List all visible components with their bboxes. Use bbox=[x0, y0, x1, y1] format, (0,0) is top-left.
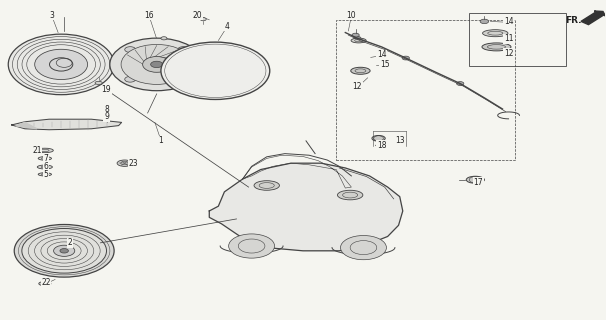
Text: 17: 17 bbox=[473, 178, 483, 187]
Text: 13: 13 bbox=[395, 136, 405, 145]
Ellipse shape bbox=[95, 81, 102, 84]
Ellipse shape bbox=[254, 181, 279, 190]
Ellipse shape bbox=[372, 135, 385, 141]
Ellipse shape bbox=[482, 30, 508, 37]
Ellipse shape bbox=[39, 282, 51, 286]
Text: 4: 4 bbox=[225, 22, 230, 31]
Circle shape bbox=[341, 236, 387, 260]
Text: 3: 3 bbox=[50, 11, 55, 20]
Ellipse shape bbox=[36, 148, 53, 153]
Text: 8: 8 bbox=[104, 105, 109, 114]
Bar bbox=[336, 20, 514, 160]
Circle shape bbox=[161, 42, 270, 100]
Text: 11: 11 bbox=[504, 35, 513, 44]
Text: 16: 16 bbox=[144, 11, 154, 20]
Circle shape bbox=[352, 33, 359, 37]
Circle shape bbox=[125, 47, 136, 52]
Ellipse shape bbox=[110, 38, 204, 91]
Ellipse shape bbox=[38, 173, 52, 176]
Text: 19: 19 bbox=[102, 85, 112, 94]
Polygon shape bbox=[16, 123, 37, 129]
Text: 18: 18 bbox=[377, 141, 387, 150]
Ellipse shape bbox=[161, 37, 167, 40]
Polygon shape bbox=[12, 119, 122, 130]
Text: 14: 14 bbox=[504, 17, 513, 26]
Ellipse shape bbox=[142, 57, 171, 72]
Circle shape bbox=[178, 47, 188, 52]
Text: 12: 12 bbox=[353, 82, 362, 91]
Circle shape bbox=[480, 19, 488, 24]
Circle shape bbox=[151, 61, 163, 68]
Text: 9: 9 bbox=[104, 113, 109, 122]
Ellipse shape bbox=[38, 165, 52, 169]
Ellipse shape bbox=[351, 67, 370, 74]
Ellipse shape bbox=[351, 38, 366, 43]
Text: 1: 1 bbox=[159, 136, 163, 145]
Circle shape bbox=[228, 234, 275, 258]
Circle shape bbox=[354, 36, 361, 40]
Text: 21: 21 bbox=[32, 146, 42, 155]
Polygon shape bbox=[12, 52, 24, 77]
Ellipse shape bbox=[38, 157, 52, 160]
Circle shape bbox=[60, 249, 68, 253]
Ellipse shape bbox=[200, 18, 206, 21]
Circle shape bbox=[14, 225, 114, 277]
Text: 12: 12 bbox=[504, 49, 513, 58]
Text: 20: 20 bbox=[192, 11, 202, 20]
Bar bbox=[469, 13, 566, 66]
Circle shape bbox=[456, 82, 464, 85]
Text: 15: 15 bbox=[380, 60, 390, 69]
Text: 10: 10 bbox=[347, 11, 356, 20]
Ellipse shape bbox=[338, 190, 363, 200]
FancyArrow shape bbox=[581, 11, 605, 25]
Ellipse shape bbox=[35, 49, 88, 80]
Text: 22: 22 bbox=[41, 278, 51, 287]
Circle shape bbox=[53, 245, 75, 256]
Ellipse shape bbox=[466, 176, 484, 183]
Text: FR.: FR. bbox=[565, 16, 581, 25]
Ellipse shape bbox=[482, 43, 511, 51]
Text: 5: 5 bbox=[44, 170, 48, 179]
Text: 7: 7 bbox=[44, 154, 48, 163]
Text: 6: 6 bbox=[44, 162, 48, 171]
Circle shape bbox=[125, 76, 136, 82]
Ellipse shape bbox=[8, 34, 114, 95]
Circle shape bbox=[22, 228, 107, 273]
Text: 14: 14 bbox=[377, 50, 387, 59]
Ellipse shape bbox=[117, 160, 132, 166]
Text: 2: 2 bbox=[68, 238, 73, 247]
Text: 23: 23 bbox=[129, 159, 139, 168]
Circle shape bbox=[178, 76, 188, 82]
Ellipse shape bbox=[121, 44, 192, 84]
Circle shape bbox=[402, 56, 410, 60]
Polygon shape bbox=[209, 163, 403, 251]
